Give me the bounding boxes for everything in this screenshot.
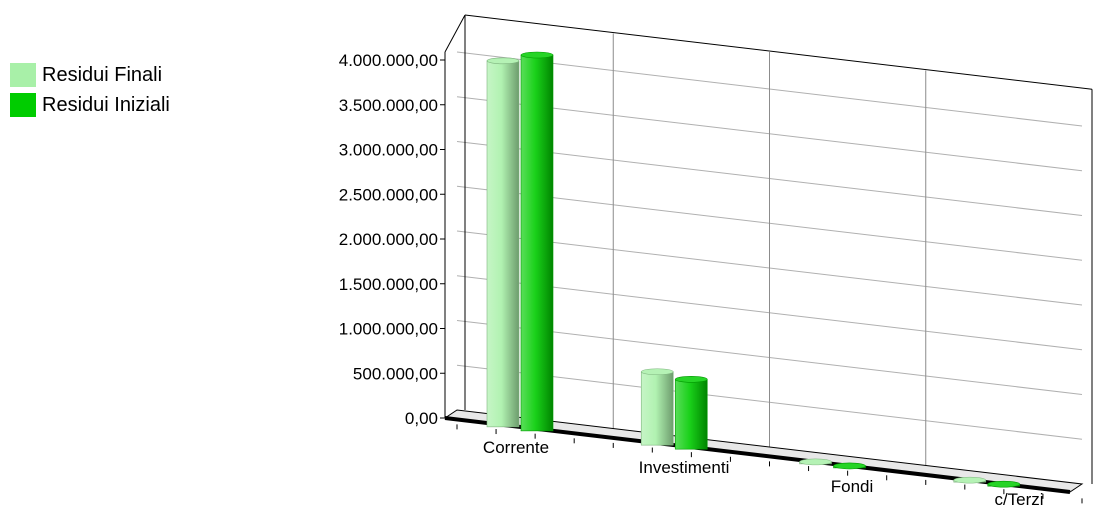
x-tick-label: Fondi	[831, 477, 874, 496]
bar-top	[953, 476, 987, 484]
bar-top	[640, 368, 674, 376]
y-tick-label: 3.500.000,00	[339, 96, 438, 115]
y-tick-label: 500.000,00	[353, 364, 438, 383]
legend-item-residui-finali: Residui Finali	[10, 60, 170, 90]
bar-top	[486, 57, 520, 65]
x-tick-label: c/Terzi	[994, 490, 1043, 509]
plot-wall	[457, 15, 1092, 484]
y-tick-label: 2.500.000,00	[339, 185, 438, 204]
y-tick-label: 0,00	[405, 409, 438, 428]
y-tick-label: 3.000.000,00	[339, 141, 438, 160]
chart-legend: Residui Finali Residui Iniziali	[10, 60, 170, 120]
plot-top-edge	[464, 14, 1093, 90]
legend-label-residui-finali: Residui Finali	[42, 63, 163, 86]
bar-top	[520, 51, 554, 59]
y-axis-corner	[444, 14, 466, 53]
legend-swatch-residui-finali	[10, 63, 36, 87]
x-tick-label: Corrente	[483, 438, 549, 457]
bar-corrente-s1	[520, 54, 554, 432]
bar-investimenti-s1	[674, 379, 708, 450]
y-tick-label: 2.000.000,00	[339, 230, 438, 249]
bar-top	[674, 376, 708, 383]
bar-top	[987, 480, 1021, 488]
y-tick-label: 4.000.000,00	[339, 51, 438, 70]
legend-swatch-residui-iniziali	[10, 93, 36, 117]
bar-corrente-s0	[486, 60, 520, 428]
legend-label-residui-iniziali: Residui Iniziali	[42, 93, 170, 116]
y-tick-label: 1.000.000,00	[339, 320, 438, 339]
legend-item-residui-iniziali: Residui Iniziali	[10, 90, 170, 120]
bar-top	[799, 458, 832, 466]
bar-top	[833, 462, 866, 470]
y-tick-label: 1.500.000,00	[339, 275, 438, 294]
x-tick-label: Investimenti	[639, 458, 730, 477]
bar-investimenti-s0	[640, 371, 674, 446]
